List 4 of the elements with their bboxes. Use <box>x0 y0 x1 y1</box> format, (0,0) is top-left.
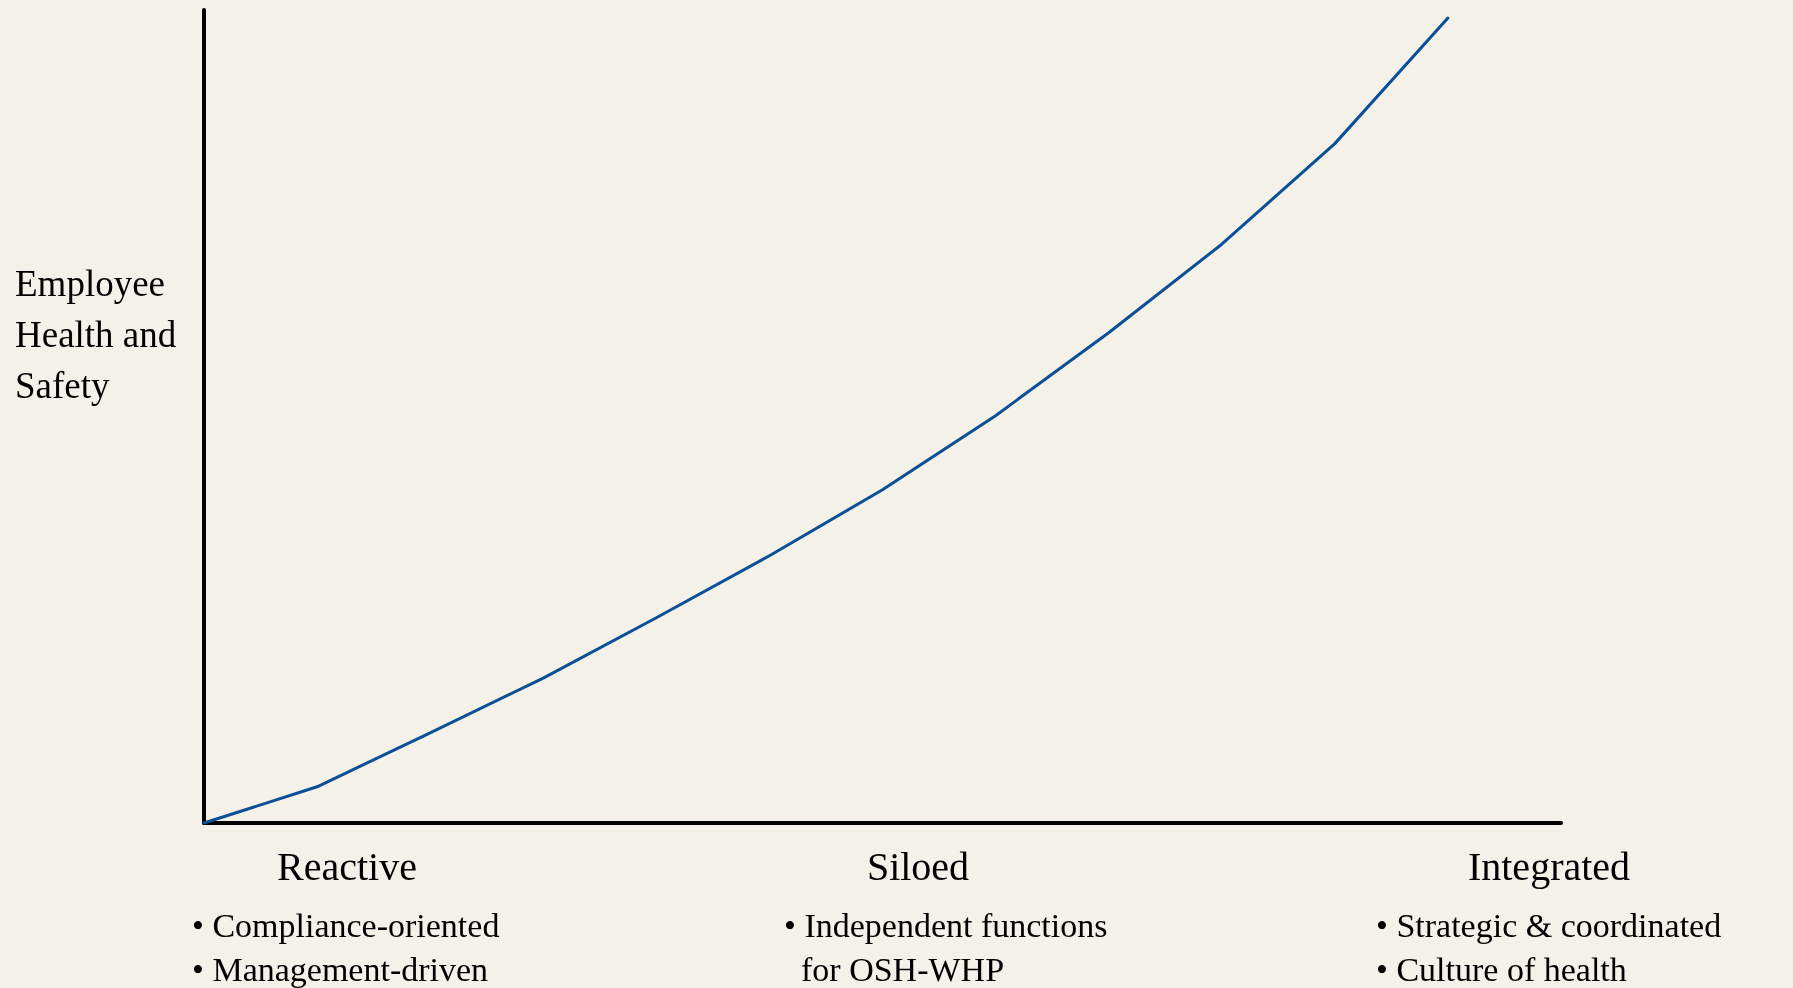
text: Integrated • Strategic & coordinated • Culture of health <box>1376 843 1722 988</box>
y-axis-title: Employee Health and Safety <box>15 263 186 406</box>
text: Siloed • Independent functions for OSH-WHP <box>784 843 1108 988</box>
text: Reactive • Compliance-oriented • Management-driven <box>192 843 500 988</box>
